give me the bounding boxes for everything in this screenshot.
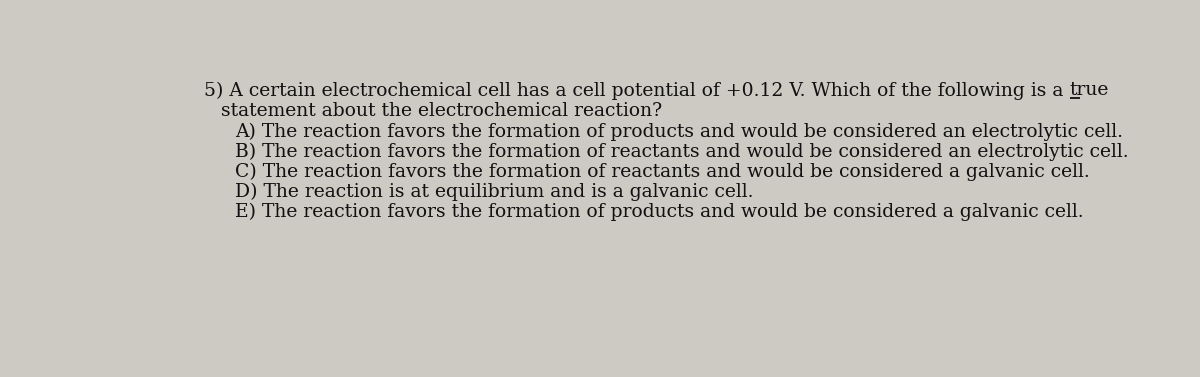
Text: C) The reaction favors the formation of reactants and would be considered a galv: C) The reaction favors the formation of … bbox=[235, 163, 1090, 181]
Text: 5) A certain electrochemical cell has a cell potential of +0.12 V. Which of the : 5) A certain electrochemical cell has a … bbox=[204, 81, 1069, 100]
Text: B) The reaction favors the formation of reactants and would be considered an ele: B) The reaction favors the formation of … bbox=[235, 143, 1129, 161]
Text: statement about the electrochemical reaction?: statement about the electrochemical reac… bbox=[221, 102, 662, 120]
Text: D) The reaction is at equilibrium and is a galvanic cell.: D) The reaction is at equilibrium and is… bbox=[235, 183, 754, 201]
Text: A) The reaction favors the formation of products and would be considered an elec: A) The reaction favors the formation of … bbox=[235, 123, 1123, 141]
Text: E) The reaction favors the formation of products and would be considered a galva: E) The reaction favors the formation of … bbox=[235, 203, 1084, 221]
Text: true: true bbox=[1069, 81, 1109, 100]
